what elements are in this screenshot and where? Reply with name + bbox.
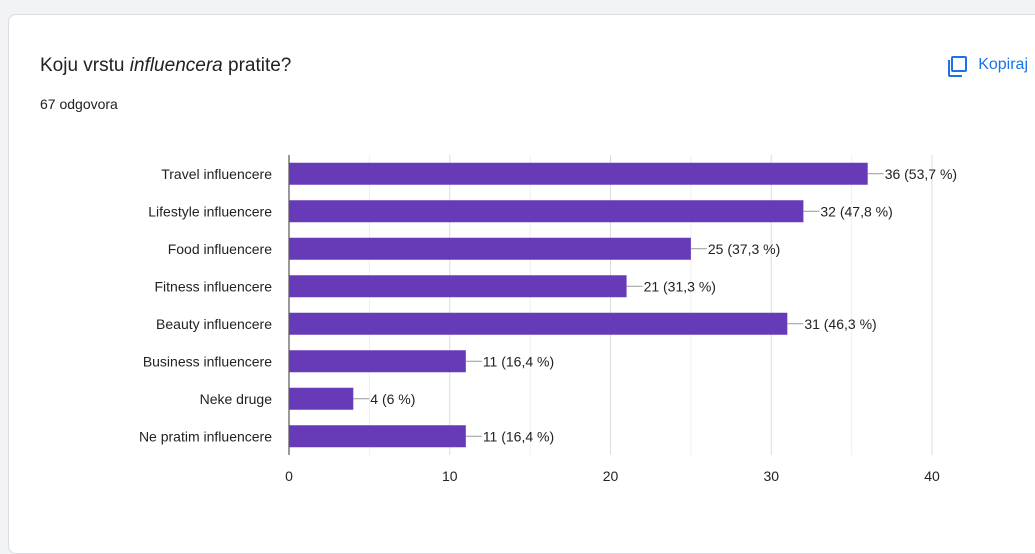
question-title-prefix: Koju vrstu [40,55,130,76]
value-label: 21 (31,3 %) [644,278,716,294]
question-title-italic: influencera [129,55,223,76]
copy-button-label: Kopiraj [978,56,1028,73]
value-label: 32 (47,8 %) [820,203,892,219]
bar [289,425,466,448]
bar [289,237,691,260]
question-title-suffix: pratite? [222,55,292,76]
value-label: 36 (53,7 %) [885,166,957,182]
bar [289,200,804,223]
bar [289,162,868,185]
bar [289,350,466,373]
bar [289,275,627,298]
copy-button[interactable]: Kopiraj [946,49,1028,81]
category-label: Beauty influencere [156,316,272,332]
x-tick-label: 30 [763,468,779,484]
value-label: 11 (16,4 %) [483,353,554,369]
value-label: 11 (16,4 %) [483,428,554,444]
category-label: Travel influencere [161,166,272,182]
bar-chart: Travel influencere 36 (53,7 %) Lifestyle i… [139,155,957,484]
x-tick-label: 0 [285,468,293,484]
category-label: Fitness influencere [154,278,272,294]
copy-icon [948,56,968,77]
category-label: Neke druge [200,391,273,407]
bar [289,387,354,410]
x-tick-label: 20 [603,468,619,484]
category-label: Food influencere [168,241,273,257]
category-label: Lifestyle influencere [148,203,272,219]
category-label: Business influencere [143,353,272,369]
x-tick-label: 10 [442,468,458,484]
question-title: Koju vrstu influencera pratite? [40,55,291,77]
category-label: Ne pratim influencere [139,428,272,444]
response-count: 67 odgovora [40,96,118,112]
value-label: 4 (6 %) [370,391,415,407]
value-label: 31 (46,3 %) [804,316,876,332]
bar [289,312,788,335]
value-label: 25 (37,3 %) [708,241,780,257]
x-tick-label: 40 [924,468,940,484]
